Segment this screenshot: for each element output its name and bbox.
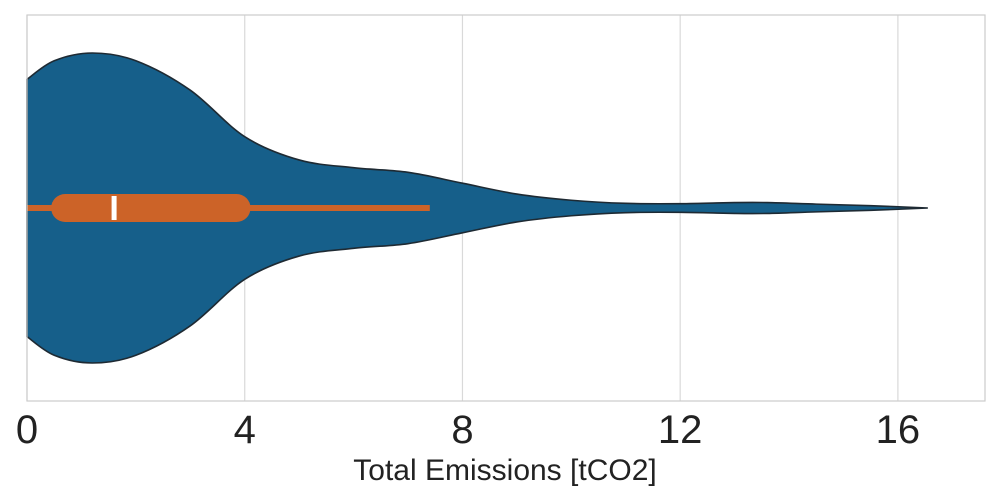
x-tick-labels: 0 4 8 12 16 xyxy=(16,408,920,452)
x-tick-label: 8 xyxy=(451,408,473,452)
x-tick-label: 16 xyxy=(876,408,921,452)
x-tick-label: 12 xyxy=(658,408,703,452)
violin-body xyxy=(26,52,928,364)
x-tick-label: 0 xyxy=(16,408,38,452)
x-tick-label: 4 xyxy=(234,408,256,452)
x-axis-label: Total Emissions [tCO2] xyxy=(353,454,656,487)
plot-frame xyxy=(26,14,986,402)
